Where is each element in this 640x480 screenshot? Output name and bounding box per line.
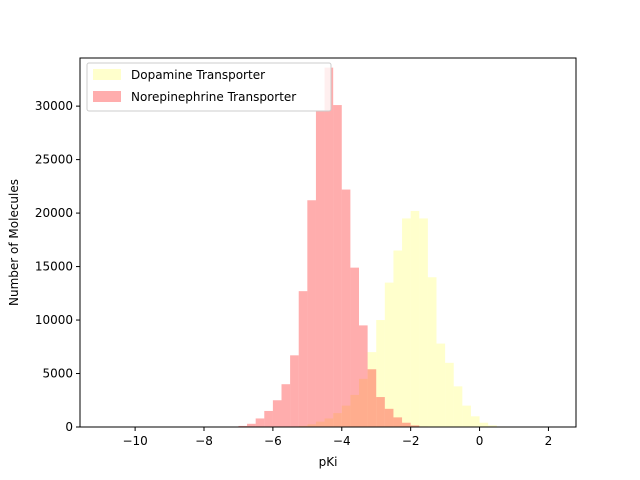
histogram-bar-norepinephrine-19 [402, 422, 411, 427]
x-axis-label: pKi [319, 455, 338, 469]
histogram-bar-dopamine-1 [307, 424, 316, 427]
legend-box [86, 62, 332, 112]
x-tick-label: −8 [195, 434, 213, 448]
histogram-bar-norepinephrine-5 [281, 384, 291, 427]
histogram-bar-norepinephrine-4 [272, 400, 282, 427]
histogram-bar-norepinephrine-9 [315, 110, 325, 428]
histogram-bar-dopamine-21 [479, 422, 489, 427]
histogram-bar-norepinephrine-13 [350, 267, 359, 427]
histogram-bar-norepinephrine-8 [307, 200, 316, 427]
histogram-bar-dopamine-16 [436, 343, 446, 427]
histogram-bar-dopamine-22 [488, 425, 497, 427]
histogram-bar-dopamine-0 [298, 425, 308, 427]
histogram-bar-dopamine-4 [333, 413, 342, 427]
histogram-bar-norepinephrine-17 [384, 408, 394, 427]
x-tick-label: −4 [333, 434, 351, 448]
histogram-bar-norepinephrine-15 [367, 369, 377, 427]
x-tick-label: −2 [402, 434, 420, 448]
y-tick-label: 15000 [35, 260, 73, 274]
histogram-bar-dopamine-17 [445, 362, 454, 427]
y-tick-label: 20000 [35, 206, 73, 220]
histogram-bar-dopamine-10 [384, 282, 394, 427]
y-tick-label: 0 [65, 420, 73, 434]
histogram-bar-dopamine-11 [393, 250, 403, 427]
legend-label-norepinephrine: Norepinephrine Transporter [131, 90, 296, 104]
x-tick-label: 2 [545, 434, 553, 448]
histogram-bar-norepinephrine-2 [255, 418, 265, 427]
histogram-bar-dopamine-7 [359, 378, 368, 427]
histogram-bar-norepinephrine-6 [290, 355, 299, 427]
y-axis-label: Number of Molecules [7, 179, 21, 306]
histogram-bar-norepinephrine-0 [238, 425, 248, 427]
histogram-bar-dopamine-9 [376, 320, 385, 427]
y-tick-label: 10000 [35, 313, 73, 327]
legend-swatch-dopamine [93, 69, 121, 80]
histogram-bar-dopamine-20 [470, 416, 480, 427]
x-tick-label: −6 [264, 434, 282, 448]
y-tick-label: 5000 [42, 367, 73, 381]
y-axis: 0 5000 10000 15000 20000 25000 30000 [35, 99, 80, 434]
legend-swatch-norepinephrine [93, 91, 121, 102]
histogram-bar-dopamine-18 [453, 386, 463, 427]
legend-label-dopamine: Dopamine Transporter [131, 68, 265, 82]
histogram-bar-dopamine-6 [350, 394, 359, 427]
histogram-bar-norepinephrine-3 [264, 410, 273, 427]
x-tick-label: 0 [476, 434, 484, 448]
histogram-bar-dopamine-14 [419, 218, 428, 427]
x-tick-label: −10 [122, 434, 147, 448]
histogram-bar-dopamine-3 [324, 418, 334, 427]
histogram-bar-dopamine-8 [367, 352, 377, 427]
histogram-bar-norepinephrine-20 [410, 425, 420, 427]
histogram-bar-norepinephrine-12 [341, 189, 351, 427]
histogram-bar-norepinephrine-7 [298, 291, 308, 427]
histogram-bar-norepinephrine-11 [333, 105, 342, 428]
histogram-bar-dopamine-5 [341, 405, 351, 427]
histogram-bar-norepinephrine-14 [359, 325, 368, 427]
histogram-bar-norepinephrine-16 [376, 397, 385, 427]
histogram-bar-dopamine-19 [462, 405, 471, 427]
histogram-bar-norepinephrine-18 [393, 417, 403, 427]
x-axis: −10 −8 −6 −4 −2 0 2 [122, 427, 552, 448]
plot-frame [79, 57, 577, 428]
histogram-bar-dopamine-2 [315, 421, 325, 427]
bars-layer [238, 67, 506, 428]
histogram-bar-norepinephrine-10 [324, 67, 334, 427]
histogram-bar-norepinephrine-1 [247, 423, 256, 427]
histogram-bar-dopamine-12 [402, 218, 411, 427]
histogram-bar-dopamine-15 [427, 277, 437, 427]
y-tick-label: 30000 [35, 99, 73, 113]
legend: Dopamine Transporter Norepinephrine Tran… [86, 62, 332, 112]
histogram-bar-dopamine-13 [410, 210, 420, 427]
y-tick-label: 25000 [35, 153, 73, 167]
